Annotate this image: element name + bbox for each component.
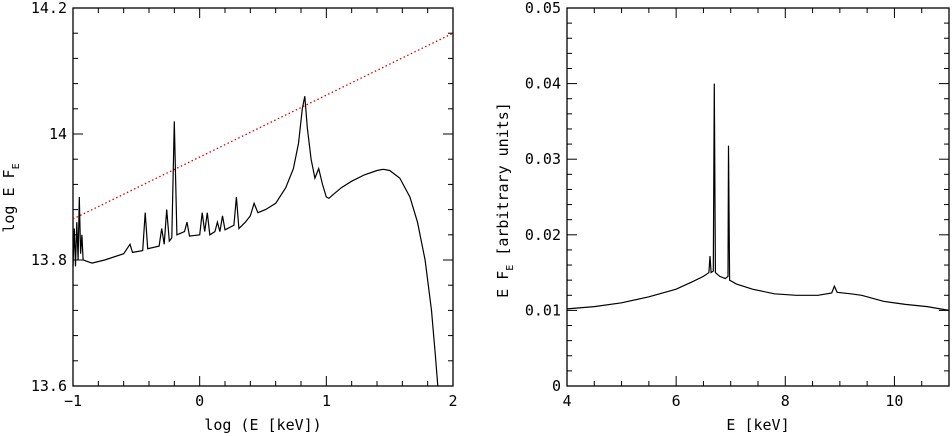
- right-tick-labels: 4 6 8 10 0 0.01 0.02 0.03 0.04 0.05: [525, 0, 904, 410]
- left-plot-frame: [72, 7, 454, 387]
- y-tick-label: 14: [49, 125, 67, 143]
- y-tick-label: 0.02: [525, 226, 561, 244]
- x-tick-label: 1: [322, 392, 331, 410]
- y-tick-label: 0.03: [525, 150, 561, 168]
- right-spectrum-line: [566, 83, 950, 311]
- left-tick-labels: −1 0 1 2 13.6 13.8 14 14.2: [31, 0, 458, 410]
- x-tick-label: 0: [195, 392, 204, 410]
- right-plot-frame: [566, 7, 950, 387]
- x-tick-label: 6: [672, 392, 681, 410]
- x-tick-label: 4: [562, 392, 571, 410]
- y-tick-label: 0: [552, 377, 561, 395]
- right-panel: 4 6 8 10 0 0.01 0.02 0.03 0.04 0.05 E [keV] E FE …: [494, 0, 950, 434]
- y-tick-label: 13.8: [31, 251, 67, 269]
- left-y-axis-label: log E FE: [0, 163, 22, 232]
- left-ticks: [72, 7, 454, 387]
- y-tick-label: 14.2: [31, 0, 67, 17]
- right-x-axis-label: E [keV]: [726, 416, 789, 434]
- y-tick-label: 0.04: [525, 75, 561, 93]
- x-tick-label: 8: [781, 392, 790, 410]
- x-tick-label: 2: [448, 392, 457, 410]
- y-tick-label: 0.01: [525, 301, 561, 319]
- x-tick-label: −1: [64, 392, 82, 410]
- y-tick-label: 0.05: [525, 0, 561, 17]
- left-x-axis-label: log (E [keV]): [204, 416, 321, 434]
- left-spectrum-line: [72, 96, 439, 387]
- left-panel: −1 0 1 2 13.6 13.8 14 14.2 log (E [keV]) log E …: [0, 0, 458, 434]
- right-ticks: [566, 7, 950, 387]
- left-dotted-line: [72, 32, 454, 220]
- x-tick-label: 10: [885, 392, 903, 410]
- right-y-axis-label: E FE [arbitrary units]: [494, 102, 516, 298]
- y-tick-label: 13.6: [31, 377, 67, 395]
